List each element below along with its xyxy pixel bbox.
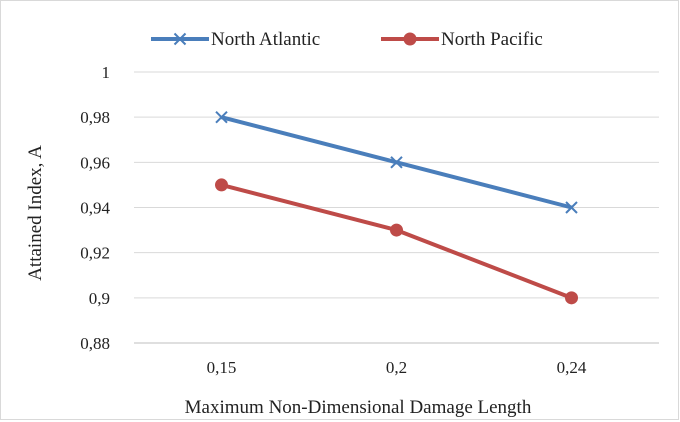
x-tick-labels: 0,15 0,2 0,24 [207, 358, 587, 377]
x-tick-label: 0,2 [386, 358, 407, 377]
legend-marker [403, 32, 417, 46]
legend-marker [173, 32, 187, 46]
y-tick-label: 0,92 [80, 244, 110, 263]
y-axis-title: Attained Index, A [25, 145, 46, 281]
y-tick-labels: 1 0,98 0,96 0,94 0,92 0,9 0,88 [80, 63, 110, 353]
x-tick-label: 0,15 [207, 358, 237, 377]
legend-label: North Pacific [441, 29, 543, 50]
series-line-2 [221, 182, 573, 300]
data-point [390, 223, 403, 237]
legend-label: North Atlantic [211, 29, 320, 50]
x-marker-stroke [565, 201, 578, 214]
data-point [565, 201, 578, 214]
x-marker-stroke [173, 32, 187, 46]
gridlines [134, 71, 659, 344]
y-tick-label: 0,96 [80, 153, 110, 172]
y-tick-label: 0,9 [89, 289, 110, 308]
data-point [390, 156, 403, 169]
y-tick-label: 1 [102, 63, 111, 82]
legend: North Atlantic North Pacific [151, 29, 543, 50]
x-marker-stroke [215, 110, 228, 124]
data-point [565, 291, 578, 305]
x-tick-label: 0,24 [557, 358, 587, 377]
x-marker-stroke [390, 156, 403, 169]
y-tick-label: 0,94 [80, 199, 110, 218]
y-tick-label: 0,88 [80, 334, 110, 353]
series-lines [215, 110, 578, 305]
x-axis-title: Maximum Non-Dimensional Damage Length [185, 397, 532, 418]
y-tick-label: 0,98 [80, 108, 110, 127]
data-point [215, 178, 228, 192]
data-point [215, 110, 228, 124]
